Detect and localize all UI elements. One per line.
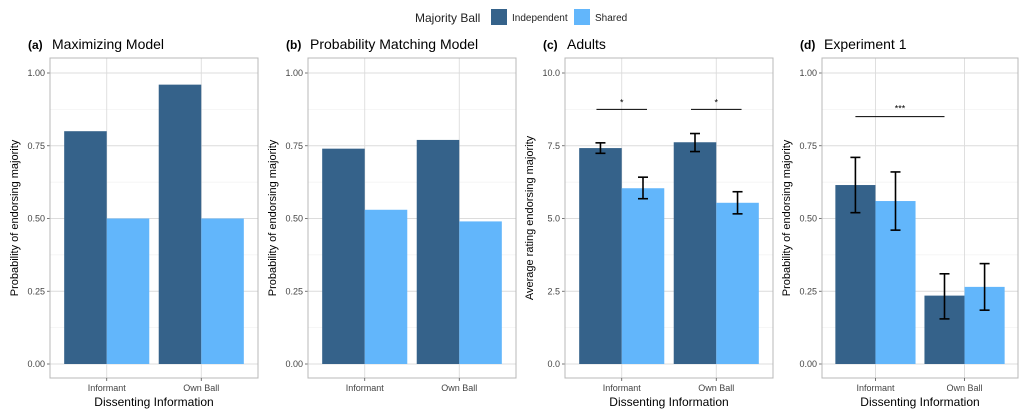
panel-letter: (b): [286, 38, 301, 52]
panel-title: Probability Matching Model: [310, 36, 478, 52]
x-axis-label: Dissenting Information: [94, 395, 213, 409]
x-axis-label: Dissenting Information: [609, 395, 728, 409]
bar-shared-2: [716, 202, 759, 364]
bar-independent-1: [322, 148, 365, 364]
y-tick-label: 1.00: [285, 68, 303, 78]
panel-title: Maximizing Model: [52, 36, 164, 52]
y-tick-label: 0.50: [27, 214, 45, 224]
chart-panel-1: 0.00 0.25 0.50 0.75 1.00 Informant Own Ball (a)…: [9, 36, 259, 409]
bar-independent-2: [416, 139, 460, 364]
x-tick-label: Own Ball: [441, 383, 477, 393]
legend-label-shared: Shared: [595, 13, 627, 24]
bar-independent-1: [64, 131, 107, 364]
y-tick-label: 0.25: [285, 286, 303, 296]
panel-title: Experiment 1: [824, 36, 907, 52]
panel-letter: (c): [543, 38, 558, 52]
panel-border: [564, 57, 774, 379]
x-tick-label: Informant: [346, 383, 385, 393]
y-tick-label: 1.00: [799, 68, 817, 78]
bar-shared-2: [459, 221, 502, 364]
y-tick-label: 0.25: [799, 286, 817, 296]
x-tick-label: Own Ball: [698, 383, 734, 393]
chart-panel-3: 0.0 2.5 5.0 7.5 10.0 * * Informant Own Ball (c) Ad…: [524, 36, 774, 409]
y-tick-label: 0.25: [27, 286, 45, 296]
x-tick-label: Informant: [856, 383, 895, 393]
y-axis-label: Average rating endorsing majority: [524, 135, 536, 300]
x-tick-label: Informant: [603, 383, 642, 393]
bar-shared-2: [201, 218, 244, 364]
legend: Majority Ball Independent Shared: [415, 9, 627, 25]
y-axis-label: Probability of endorsing majority: [781, 139, 793, 296]
panel-border: [49, 57, 259, 379]
x-axis-label: Dissenting Information: [860, 395, 979, 409]
y-tick-label: 0.0: [547, 359, 560, 369]
y-tick-label: 0.50: [799, 214, 817, 224]
y-tick-label: 0.75: [27, 141, 45, 151]
y-tick-label: 7.5: [547, 141, 560, 151]
bar-independent-1: [835, 185, 876, 364]
panel-letter: (a): [28, 38, 43, 52]
y-tick-label: 1.00: [27, 68, 45, 78]
panel-border: [821, 57, 1019, 379]
bar-shared-1: [364, 209, 408, 364]
significance-marker: *: [620, 97, 624, 107]
x-tick-label: Own Ball: [183, 383, 219, 393]
y-tick-label: 5.0: [547, 214, 560, 224]
x-tick-label: Own Ball: [947, 383, 983, 393]
legend-swatch-independent: [491, 9, 507, 25]
x-tick-label: Informant: [88, 383, 127, 393]
bar-independent-2: [158, 84, 202, 364]
significance-marker: *: [715, 97, 719, 107]
y-tick-label: 10.0: [542, 68, 560, 78]
y-tick-label: 0.50: [285, 214, 303, 224]
y-tick-label: 0.00: [799, 359, 817, 369]
bar-independent-1: [579, 148, 622, 364]
y-axis-label: Probability of endorsing majority: [9, 139, 21, 296]
panel-title: Adults: [567, 36, 606, 52]
panel-letter: (d): [800, 38, 815, 52]
chart-panel-2: 0.00 0.25 0.50 0.75 1.00 Informant Own Ball (b)…: [267, 36, 517, 393]
panels: 0.00 0.25 0.50 0.75 1.00 Informant Own Ball (a)…: [9, 36, 1019, 409]
y-tick-label: 0.75: [285, 141, 303, 151]
panel-border: [307, 57, 517, 379]
y-tick-label: 0.00: [27, 359, 45, 369]
significance-marker: ***: [895, 104, 906, 114]
y-tick-label: 2.5: [547, 286, 560, 296]
bar-shared-1: [106, 218, 150, 364]
bar-shared-1: [621, 188, 665, 364]
bar-independent-2: [673, 142, 717, 364]
y-tick-label: 0.75: [799, 141, 817, 151]
y-tick-label: 0.00: [285, 359, 303, 369]
chart-panel-4: 0.00 0.25 0.50 0.75 1.00 *** Informant Own Ball…: [781, 36, 1019, 409]
y-axis-label: Probability of endorsing majority: [267, 139, 279, 296]
legend-swatch-shared: [574, 9, 590, 25]
legend-title: Majority Ball: [415, 11, 480, 25]
legend-label-independent: Independent: [512, 13, 568, 24]
